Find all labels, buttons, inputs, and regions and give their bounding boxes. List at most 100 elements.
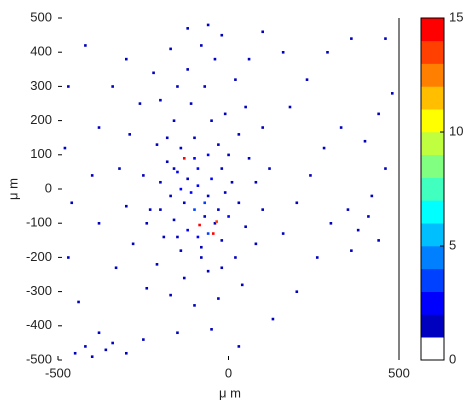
point xyxy=(220,266,224,270)
point xyxy=(326,51,329,54)
point xyxy=(193,157,196,160)
point xyxy=(295,290,299,293)
point xyxy=(370,194,374,198)
point xyxy=(128,133,132,136)
colorbar-band xyxy=(421,177,444,201)
point xyxy=(213,222,217,225)
point xyxy=(206,194,210,198)
y-tick-label: -200 xyxy=(26,249,52,264)
point xyxy=(384,167,387,170)
point xyxy=(159,208,162,211)
y-tick-label: -100 xyxy=(26,215,52,230)
colorbar-tick-label: 10 xyxy=(449,123,463,138)
point xyxy=(346,208,350,211)
point xyxy=(213,57,217,61)
point xyxy=(104,348,108,352)
point xyxy=(131,242,135,246)
point xyxy=(384,37,387,40)
point xyxy=(97,331,101,335)
point xyxy=(237,201,241,205)
point xyxy=(182,201,186,205)
point xyxy=(217,143,220,146)
point xyxy=(210,119,213,122)
point xyxy=(223,191,227,194)
point xyxy=(84,44,87,47)
colorbar-tick-label: 15 xyxy=(449,9,463,24)
point xyxy=(281,232,285,235)
point xyxy=(322,146,326,150)
colorbar-frame xyxy=(420,17,445,361)
point xyxy=(90,174,94,177)
point xyxy=(234,256,237,259)
point xyxy=(145,222,149,225)
colorbar-band xyxy=(421,86,444,110)
point xyxy=(172,218,176,222)
point xyxy=(200,245,203,249)
point xyxy=(165,160,169,164)
point xyxy=(261,208,264,211)
point xyxy=(179,146,183,150)
point xyxy=(142,338,145,341)
y-tick-label: 500 xyxy=(30,9,52,24)
point xyxy=(186,68,189,71)
point xyxy=(193,304,196,307)
colorbar-band xyxy=(421,132,444,156)
point xyxy=(138,102,142,105)
point xyxy=(211,232,215,235)
point xyxy=(186,27,189,30)
point xyxy=(254,242,258,246)
point xyxy=(176,170,179,174)
point xyxy=(118,167,121,170)
y-tick-label: -500 xyxy=(26,351,52,366)
point xyxy=(114,266,118,270)
colorbar-band xyxy=(421,223,444,247)
point xyxy=(356,228,360,232)
point xyxy=(77,300,80,304)
y-tick-label: -400 xyxy=(26,317,52,332)
point xyxy=(203,201,207,205)
point xyxy=(350,37,353,40)
point xyxy=(390,92,394,95)
point xyxy=(329,222,333,225)
point xyxy=(309,174,312,177)
point xyxy=(247,57,251,61)
point xyxy=(67,256,70,259)
point xyxy=(206,269,210,273)
point xyxy=(172,167,176,170)
point xyxy=(169,194,172,198)
point xyxy=(125,204,128,208)
x-tick-label: 500 xyxy=(388,365,410,380)
point xyxy=(215,220,218,223)
point xyxy=(169,47,172,51)
y-tick-label: 200 xyxy=(30,112,52,127)
point xyxy=(261,126,264,129)
point xyxy=(142,174,145,177)
colorbar-band xyxy=(421,63,444,87)
point xyxy=(200,44,203,47)
point xyxy=(176,331,179,335)
point xyxy=(159,98,162,102)
point xyxy=(165,136,169,140)
point xyxy=(227,153,230,157)
point xyxy=(206,232,210,235)
colorbar-band xyxy=(421,268,444,292)
point xyxy=(196,235,200,239)
point xyxy=(377,112,380,116)
colorbar-band xyxy=(421,200,444,224)
point xyxy=(217,208,220,211)
point xyxy=(125,351,128,355)
point xyxy=(220,239,224,242)
point xyxy=(84,345,87,348)
point xyxy=(172,119,176,122)
point xyxy=(281,51,285,54)
point xyxy=(63,146,67,150)
point xyxy=(70,201,74,205)
point xyxy=(206,153,210,157)
point xyxy=(220,33,224,37)
point xyxy=(217,297,220,300)
point xyxy=(196,167,200,170)
point xyxy=(244,225,247,229)
point xyxy=(227,215,230,218)
